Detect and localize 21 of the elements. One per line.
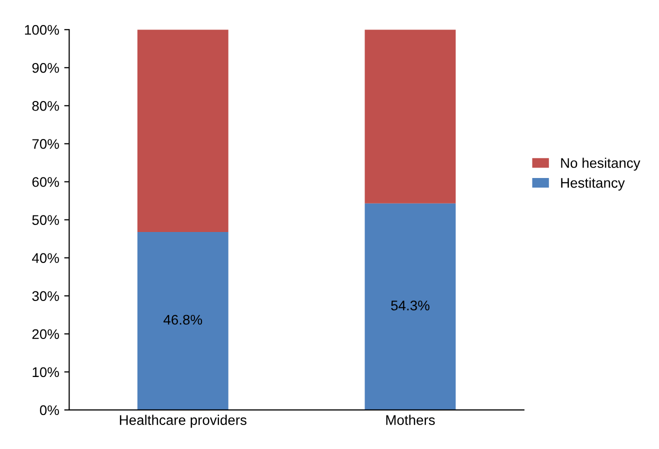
bar [364,30,456,204]
y-tick-label: 60% [32,177,59,187]
y-tick-label: 20% [32,329,59,340]
y-tick-label: 100% [25,24,59,35]
bar [137,30,228,232]
bar [137,232,228,410]
legend-label: No hesitancy [561,158,640,171]
legend-label: Hestitancy [561,178,625,191]
y-tick-label: 50% [32,215,59,225]
x-tick-label: Healthcare providers [120,414,246,428]
y-tick-label: 30% [32,291,59,302]
data-label: 46.8% [164,314,202,325]
y-tick-label: 70% [32,139,59,149]
x-tick-label: Mothers [386,414,435,425]
y-tick-label: 0% [40,405,59,416]
bar [364,203,456,410]
y-tick-label: 80% [32,101,59,111]
y-tick-label: 40% [32,253,59,263]
y-tick-label: 90% [32,63,59,73]
y-tick-label: 10% [32,367,59,378]
data-label: 54.3% [391,300,430,310]
